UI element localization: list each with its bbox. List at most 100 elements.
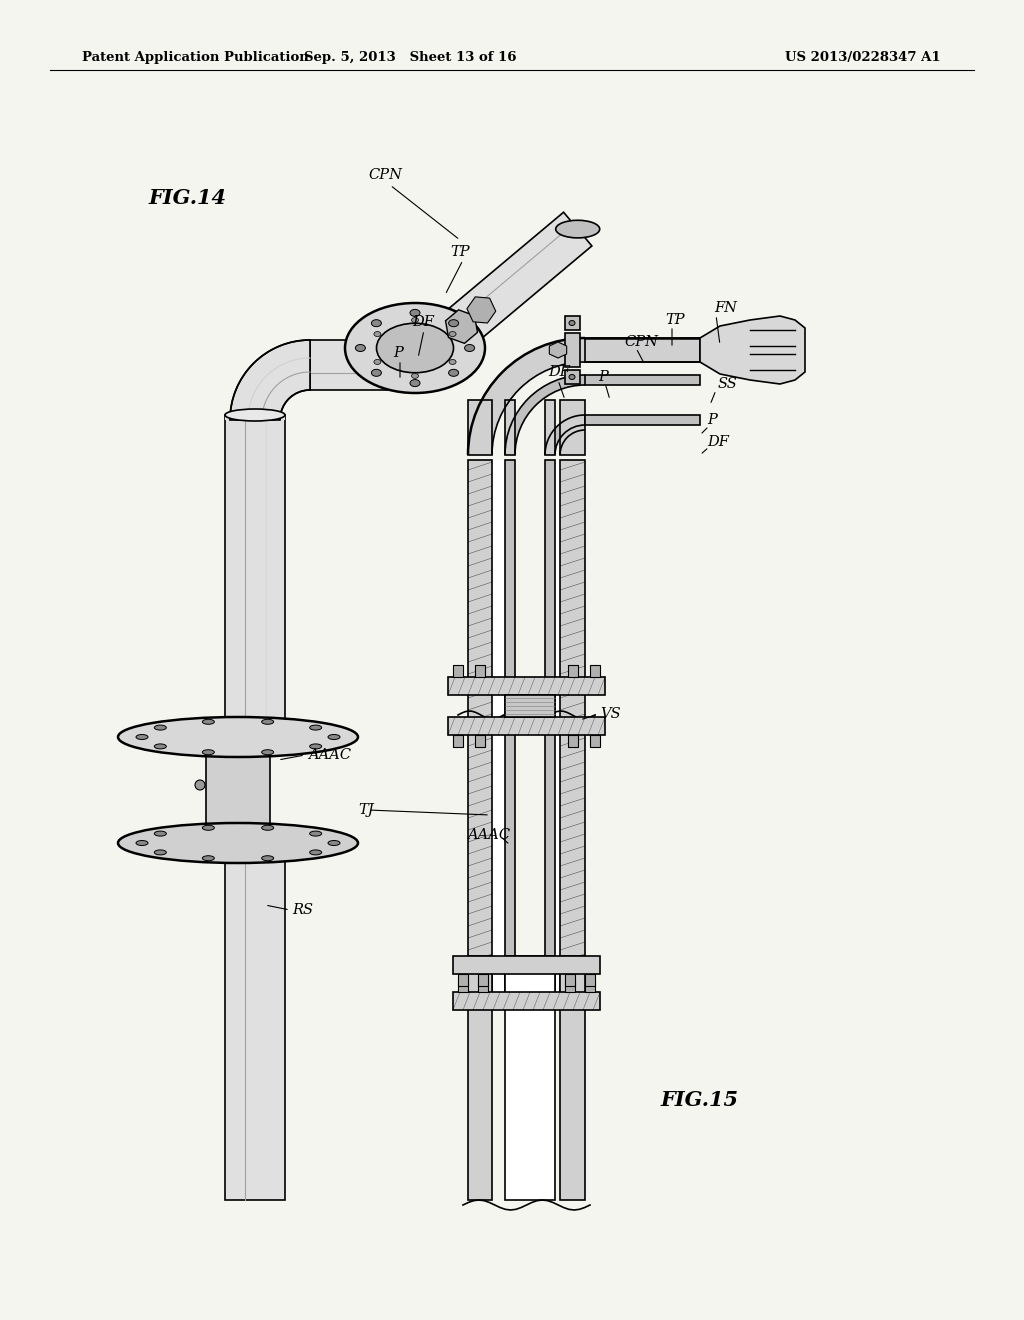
- Bar: [492, 459, 505, 1010]
- Text: CPN: CPN: [624, 335, 657, 348]
- Ellipse shape: [556, 220, 600, 238]
- Ellipse shape: [374, 331, 381, 337]
- Ellipse shape: [262, 750, 273, 755]
- Bar: [505, 459, 515, 1010]
- Ellipse shape: [372, 370, 381, 376]
- Text: AAAC: AAAC: [308, 748, 351, 762]
- Ellipse shape: [374, 359, 381, 364]
- Ellipse shape: [203, 719, 214, 725]
- Text: AAAC: AAAC: [467, 828, 510, 842]
- Bar: [225, 414, 285, 420]
- Ellipse shape: [203, 855, 214, 861]
- Ellipse shape: [155, 725, 166, 730]
- Bar: [206, 735, 270, 840]
- Bar: [585, 979, 595, 993]
- Bar: [475, 665, 485, 677]
- Bar: [225, 840, 285, 1200]
- Ellipse shape: [412, 318, 419, 322]
- Text: RS: RS: [292, 903, 313, 917]
- Bar: [505, 696, 555, 717]
- Bar: [560, 400, 585, 455]
- Bar: [545, 459, 555, 1010]
- Bar: [453, 735, 463, 747]
- Ellipse shape: [262, 855, 273, 861]
- Ellipse shape: [328, 734, 340, 739]
- Ellipse shape: [262, 825, 273, 830]
- Bar: [225, 414, 285, 719]
- Polygon shape: [467, 297, 496, 323]
- Ellipse shape: [372, 319, 381, 326]
- Text: TJ: TJ: [358, 803, 374, 817]
- Ellipse shape: [118, 822, 358, 863]
- Bar: [585, 375, 700, 385]
- Bar: [453, 956, 600, 974]
- Bar: [585, 338, 700, 362]
- Polygon shape: [468, 338, 585, 455]
- Polygon shape: [565, 315, 580, 330]
- Ellipse shape: [203, 825, 214, 830]
- Text: DF: DF: [412, 315, 434, 329]
- Bar: [565, 979, 575, 993]
- Ellipse shape: [203, 750, 214, 755]
- Bar: [449, 677, 605, 696]
- Text: CPN: CPN: [368, 168, 401, 182]
- Text: Sep. 5, 2013   Sheet 13 of 16: Sep. 5, 2013 Sheet 13 of 16: [304, 51, 516, 65]
- Bar: [468, 400, 492, 455]
- Ellipse shape: [136, 841, 148, 846]
- Ellipse shape: [377, 323, 454, 372]
- Ellipse shape: [345, 304, 485, 393]
- Bar: [560, 459, 585, 1010]
- Bar: [565, 333, 580, 367]
- Bar: [453, 665, 463, 677]
- Polygon shape: [565, 370, 580, 384]
- Text: TP: TP: [450, 246, 470, 259]
- Ellipse shape: [569, 321, 575, 326]
- Text: P: P: [393, 346, 402, 360]
- Polygon shape: [700, 315, 805, 384]
- Ellipse shape: [155, 744, 166, 748]
- Ellipse shape: [118, 717, 358, 756]
- Polygon shape: [230, 341, 310, 420]
- Bar: [590, 735, 600, 747]
- Text: P: P: [707, 413, 717, 426]
- Polygon shape: [445, 310, 477, 343]
- Ellipse shape: [155, 850, 166, 855]
- Ellipse shape: [155, 832, 166, 836]
- Ellipse shape: [136, 734, 148, 739]
- Bar: [585, 974, 595, 986]
- Bar: [560, 956, 585, 1200]
- Bar: [545, 400, 555, 455]
- Text: US 2013/0228347 A1: US 2013/0228347 A1: [785, 51, 941, 65]
- Ellipse shape: [195, 780, 205, 789]
- Polygon shape: [505, 375, 585, 455]
- Ellipse shape: [450, 359, 456, 364]
- Ellipse shape: [450, 331, 456, 337]
- Text: P: P: [598, 370, 608, 384]
- Bar: [468, 459, 492, 1010]
- Ellipse shape: [328, 841, 340, 846]
- Bar: [565, 974, 575, 986]
- Bar: [590, 665, 600, 677]
- Bar: [478, 974, 488, 986]
- Ellipse shape: [410, 380, 420, 387]
- Bar: [449, 717, 605, 735]
- Polygon shape: [545, 414, 585, 455]
- Ellipse shape: [449, 319, 459, 326]
- Bar: [475, 735, 485, 747]
- Ellipse shape: [309, 744, 322, 748]
- Ellipse shape: [262, 719, 273, 725]
- Bar: [478, 979, 488, 993]
- Ellipse shape: [569, 375, 575, 380]
- Text: DF: DF: [548, 366, 570, 379]
- Bar: [310, 341, 415, 389]
- Ellipse shape: [465, 345, 474, 351]
- Ellipse shape: [449, 370, 459, 376]
- Text: VS: VS: [600, 708, 621, 721]
- Polygon shape: [549, 342, 566, 358]
- Ellipse shape: [412, 374, 419, 379]
- Bar: [458, 979, 468, 993]
- Ellipse shape: [410, 309, 420, 317]
- Bar: [568, 665, 578, 677]
- Bar: [505, 956, 555, 1200]
- Text: DF: DF: [707, 436, 729, 449]
